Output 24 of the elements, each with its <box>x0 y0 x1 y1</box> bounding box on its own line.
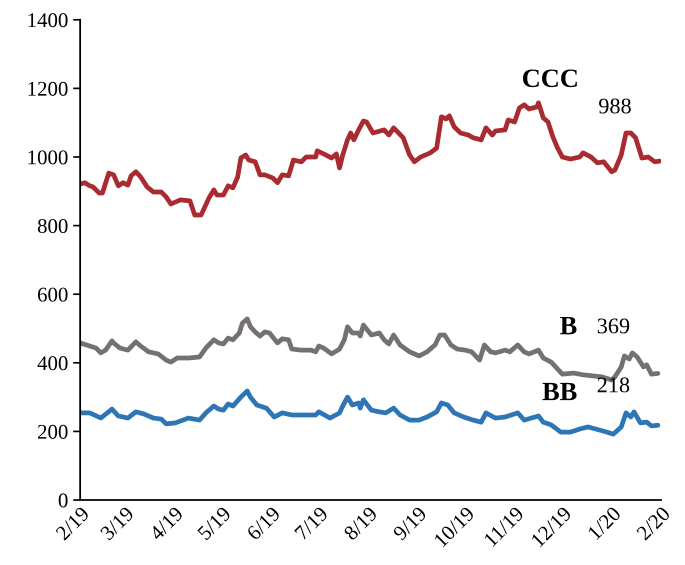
x-tick-label: 1/20 <box>587 506 622 540</box>
x-tick-label: 9/19 <box>392 506 428 541</box>
x-tick-label: 4/19 <box>148 506 184 542</box>
x-tick-label: 6/19 <box>246 506 281 541</box>
series-label: CCC <box>522 69 577 88</box>
series-label: B <box>560 316 577 334</box>
annotation: 988 <box>599 98 631 114</box>
series-label: BB <box>542 382 577 400</box>
x-tick-label: 5/19 <box>196 506 232 541</box>
y-tick-label: 1200 <box>28 82 68 96</box>
x-tick-label: 8/19 <box>342 506 378 541</box>
y-tick-label: 200 <box>38 424 68 439</box>
annotation: 218 <box>598 377 630 392</box>
y-tick-label: 1400 <box>28 13 68 28</box>
y-tick-label: 800 <box>38 218 68 234</box>
y-tick-label: 400 <box>37 356 68 370</box>
annotation: 369 <box>598 318 630 334</box>
y-tick-label: 0 <box>58 493 68 508</box>
x-tick-label: 3/19 <box>100 506 134 541</box>
line-series <box>80 100 662 218</box>
y-tick-label: 600 <box>38 288 68 302</box>
y-tick-label: 1000 <box>28 150 68 164</box>
x-tick-label: 2/20 <box>636 506 671 541</box>
x-tick-label: 7/19 <box>294 506 329 540</box>
